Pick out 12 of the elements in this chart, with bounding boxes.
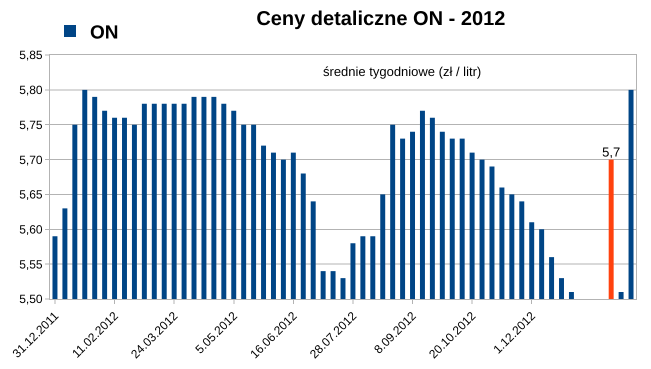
y-tick-label: 5,85 — [19, 48, 43, 62]
y-tick-label: 5,55 — [19, 257, 43, 272]
data-label: 5,7 — [602, 144, 620, 160]
text: średnie tygodniowe (zł / litr) — [323, 64, 482, 79]
y-tick-label: 5,50 — [19, 292, 43, 306]
y-tick-label: 5,65 — [19, 188, 43, 202]
y-tick-label: 5,80 — [19, 83, 43, 98]
y-tick-label: 5,60 — [19, 222, 43, 236]
legend-label: ON — [90, 22, 118, 44]
y-tick-label: 5,70 — [19, 152, 43, 167]
chart-title: Ceny detaliczne ON - 2012 — [256, 8, 506, 30]
y-tick-label: 5,75 — [19, 118, 43, 132]
